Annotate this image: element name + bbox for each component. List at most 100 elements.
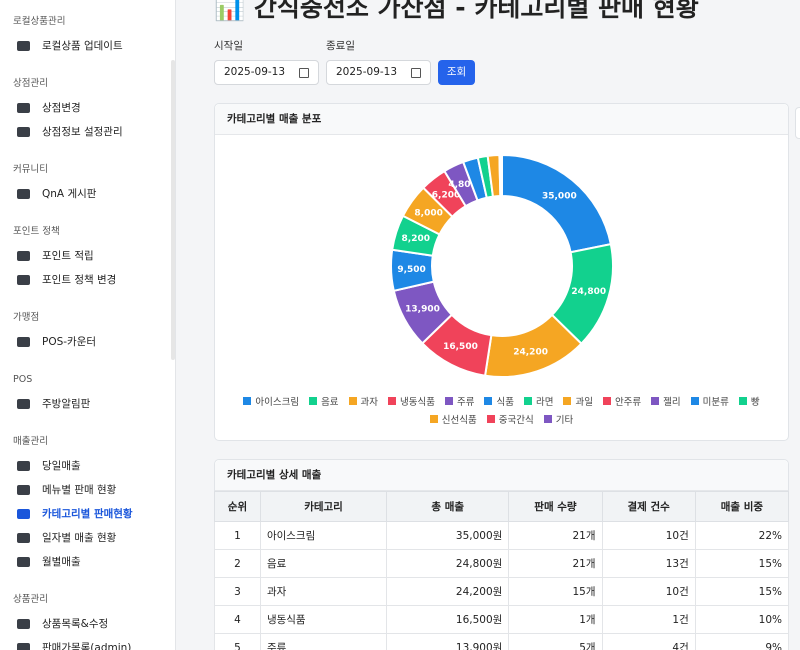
- legend-item[interactable]: 과일: [563, 394, 593, 408]
- menu-item[interactable]: POS-카운터: [0, 330, 175, 354]
- legend-label: 안주류: [614, 397, 642, 408]
- table-row: 3 과자 24,200원 15개 10건 15%: [214, 577, 790, 606]
- column-header: 판매 수량: [508, 491, 603, 522]
- table-cell: 냉동식품: [259, 605, 388, 634]
- menu-icon: [17, 643, 30, 650]
- legend-swatch: [523, 397, 532, 405]
- menu-item[interactable]: 포인트 정책 변경: [0, 268, 175, 292]
- legend-swatch: [309, 397, 318, 405]
- menu-item[interactable]: 주방알림판: [0, 392, 175, 416]
- legend-item[interactable]: 빵: [738, 394, 760, 408]
- scrollbar: [171, 60, 175, 360]
- legend-item[interactable]: 음료: [309, 394, 339, 408]
- legend-label: 과일: [575, 397, 593, 408]
- sidebar: 로컬상품관리 로컬상품 업데이트 상점관리 상점변경 상점정보 설정관리 커뮤니티 QnA …: [0, 0, 176, 650]
- menu-section: POS 주방알림판: [0, 368, 175, 430]
- legend-item[interactable]: 신선식품: [429, 412, 477, 426]
- legend-item[interactable]: 기타: [543, 412, 574, 426]
- legend-item[interactable]: 미분류: [690, 394, 729, 408]
- menu-label: 상점변경: [42, 102, 81, 114]
- edge-panel: [795, 107, 800, 139]
- column-header: 카테고리: [259, 491, 388, 522]
- legend-label: 젤리: [663, 397, 681, 408]
- table-cell: 1개: [508, 605, 603, 634]
- legend-item[interactable]: 안주류: [602, 394, 642, 408]
- table-cell: 13건: [601, 549, 696, 578]
- menu-label: 포인트 적립: [42, 250, 94, 262]
- legend-swatch: [486, 415, 495, 423]
- menu-label: POS-카운터: [42, 336, 97, 348]
- menu-item[interactable]: 로컬상품 업데이트: [0, 34, 175, 58]
- menu-item[interactable]: 판매가목록(admin): [0, 636, 175, 650]
- section-title: 커뮤니티: [13, 164, 48, 175]
- calendar-icon: [411, 68, 421, 78]
- legend-swatch: [738, 397, 747, 405]
- legend-label: 빵: [750, 397, 760, 408]
- legend-item[interactable]: 과자: [348, 394, 379, 408]
- section-title: 로컬상품관리: [13, 16, 66, 27]
- menu-label: 판매가목록(admin): [42, 642, 132, 650]
- data-label: 35,000: [542, 191, 577, 201]
- menu-item[interactable]: QnA 게시판: [0, 182, 175, 206]
- menu-item[interactable]: 월별매출: [0, 550, 175, 574]
- menu-item[interactable]: 포인트 적립: [0, 244, 175, 268]
- table-cell: 21개: [508, 549, 603, 578]
- menu-label: 일자별 매출 현황: [42, 532, 117, 544]
- menu-item[interactable]: 카테고리별 판매현황: [0, 502, 175, 526]
- data-label: 16,500: [443, 342, 478, 352]
- end-date[interactable]: 2025-09-13: [326, 60, 431, 85]
- table-cell: 21개: [508, 521, 603, 550]
- menu-label: 상품목록&수정: [42, 618, 109, 630]
- menu-item[interactable]: 상품목록&수정: [0, 612, 175, 636]
- chart-title: 카테고리별 매출 분포: [215, 104, 788, 135]
- legend-swatch: [690, 397, 699, 405]
- chart-card: 카테고리별 매출 분포 35,000 24,800 24,200 16,500 13,9…: [214, 103, 789, 441]
- data-label: 9,500: [397, 265, 425, 275]
- menu-label: 주방알림판: [42, 398, 91, 410]
- legend-swatch: [543, 415, 552, 423]
- legend-item[interactable]: 젤리: [651, 394, 681, 408]
- table-cell: 4: [214, 605, 261, 634]
- menu-item[interactable]: 상점정보 설정관리: [0, 120, 175, 144]
- legend-swatch: [243, 397, 252, 405]
- menu-icon: [17, 461, 30, 471]
- legend-item[interactable]: 냉동식품: [388, 394, 435, 408]
- legend-label: 음료: [321, 397, 339, 408]
- legend-item[interactable]: 중국간식: [486, 412, 534, 426]
- table-cell: 아이스크림: [259, 521, 388, 550]
- menu-section: 매출관리 당일매출 메뉴별 판매 현황 카테고리별 판매현황 일자별 매출 현황 월별매출: [0, 430, 175, 588]
- legend-item[interactable]: 식품: [484, 394, 514, 408]
- search-button[interactable]: 조회: [438, 60, 475, 85]
- table-cell: 13,900원: [386, 633, 510, 650]
- data-label: 13,900: [405, 305, 440, 315]
- legend-item[interactable]: 주류: [445, 394, 474, 408]
- menu-icon: [17, 557, 30, 567]
- table-cell: 4건: [601, 633, 696, 650]
- section-title: 상품관리: [13, 594, 48, 605]
- table-cell: 10건: [601, 521, 696, 550]
- menu-item[interactable]: 일자별 매출 현황: [0, 526, 175, 550]
- menu-item[interactable]: 메뉴별 판매 현황: [0, 478, 175, 502]
- start-date[interactable]: 2025-09-13: [214, 60, 319, 85]
- legend-item[interactable]: 라면: [523, 394, 553, 408]
- menu-icon: [17, 619, 30, 629]
- legend-label: 미분류: [702, 397, 729, 408]
- legend-label: 과자: [360, 397, 379, 408]
- legend-swatch: [388, 397, 397, 405]
- data-label: 4,800: [448, 180, 476, 190]
- menu-icon: [17, 251, 30, 261]
- table-cell: 1: [214, 521, 261, 550]
- legend-label: 기타: [555, 415, 574, 426]
- menu-item[interactable]: 당일매출: [0, 454, 175, 478]
- legend-item[interactable]: 아이스크림: [243, 394, 299, 408]
- table-cell: 15%: [694, 577, 790, 606]
- legend-label: 주류: [457, 397, 475, 408]
- menu-item[interactable]: 상점변경: [0, 96, 175, 120]
- menu-label: 포인트 정책 변경: [42, 274, 117, 286]
- menu-section: 상점관리 상점변경 상점정보 설정관리: [0, 72, 175, 158]
- legend-label: 냉동식품: [400, 397, 435, 408]
- section-title: 포인트 정책: [13, 226, 60, 237]
- menu-label: 카테고리별 판매현황: [42, 508, 133, 520]
